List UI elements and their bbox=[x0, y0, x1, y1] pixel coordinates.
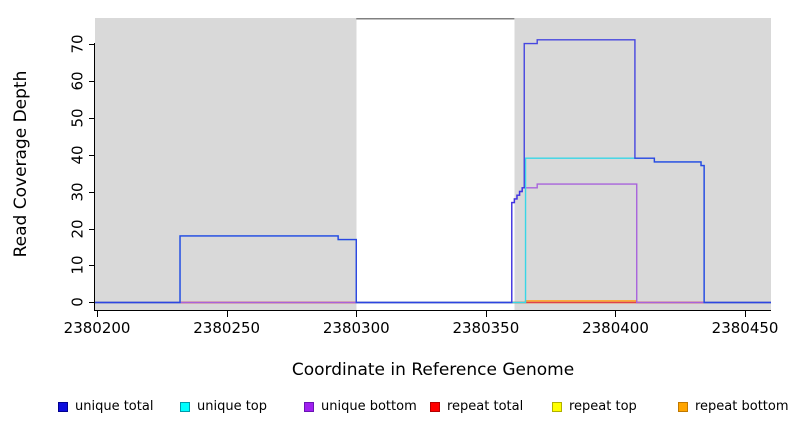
y-tick-label: 10 bbox=[68, 255, 87, 276]
y-tick-mark bbox=[89, 154, 95, 156]
y-tick-mark bbox=[89, 302, 95, 304]
x-tick-label: 2380450 bbox=[711, 319, 779, 337]
shaded-region-2 bbox=[514, 18, 771, 311]
x-tick-label: 2380300 bbox=[322, 319, 390, 337]
y-tick-mark bbox=[89, 43, 95, 45]
x-tick-mark bbox=[615, 311, 617, 317]
legend-item-unique-bottom: unique bottom bbox=[304, 399, 417, 415]
shaded-region-1 bbox=[95, 18, 357, 311]
legend-label: repeat top bbox=[569, 399, 637, 414]
legend-item-repeat-total: repeat total bbox=[430, 399, 523, 415]
x-axis-title: Coordinate in Reference Genome bbox=[291, 360, 575, 380]
legend-item-repeat-top: repeat top bbox=[552, 399, 637, 415]
y-tick-label: 30 bbox=[68, 181, 87, 202]
legend-label: unique top bbox=[197, 399, 268, 414]
y-axis-title: Read Coverage Depth bbox=[11, 70, 31, 258]
legend-item-repeat-bottom: repeat bottom bbox=[678, 399, 789, 415]
legend-swatch-repeat-top bbox=[552, 402, 562, 412]
legend-label: unique total bbox=[75, 399, 154, 414]
y-tick-mark bbox=[89, 228, 95, 230]
x-tick-mark bbox=[226, 311, 228, 317]
legend-swatch-repeat-total bbox=[430, 402, 440, 412]
y-tick-mark bbox=[89, 191, 95, 193]
y-tick-mark bbox=[89, 117, 95, 119]
y-tick-label: 0 bbox=[68, 297, 87, 308]
plot-canvas bbox=[95, 18, 771, 311]
legend-swatch-unique-top bbox=[180, 402, 190, 412]
y-tick-label: 60 bbox=[68, 70, 87, 91]
x-tick-mark bbox=[97, 311, 99, 317]
y-tick-label: 20 bbox=[68, 218, 87, 239]
y-axis-line bbox=[94, 43, 95, 311]
y-tick-label: 40 bbox=[68, 144, 87, 165]
legend-swatch-unique-total bbox=[58, 402, 68, 412]
legend-item-unique-top: unique top bbox=[180, 399, 267, 415]
legend-label: unique bottom bbox=[321, 399, 417, 414]
x-tick-mark bbox=[485, 311, 487, 317]
x-axis-line bbox=[95, 310, 771, 311]
x-tick-mark bbox=[356, 311, 358, 317]
y-tick-label: 50 bbox=[68, 107, 87, 128]
x-tick-label: 2380200 bbox=[63, 319, 131, 337]
x-tick-label: 2380400 bbox=[582, 319, 649, 337]
y-tick-mark bbox=[89, 265, 95, 267]
y-tick-label: 70 bbox=[68, 33, 87, 54]
legend-label: repeat bottom bbox=[695, 399, 789, 414]
legend-label: repeat total bbox=[447, 399, 524, 414]
plot-area bbox=[95, 18, 771, 311]
x-tick-label: 2380250 bbox=[193, 319, 261, 337]
x-tick-mark bbox=[745, 311, 747, 317]
legend-swatch-unique-bottom bbox=[304, 402, 314, 412]
series-line-unique-total bbox=[95, 39, 771, 304]
legend-swatch-repeat-bottom bbox=[678, 402, 688, 412]
y-tick-mark bbox=[89, 80, 95, 82]
x-tick-label: 2380350 bbox=[452, 319, 520, 337]
legend-item-unique-total: unique total bbox=[58, 399, 153, 415]
